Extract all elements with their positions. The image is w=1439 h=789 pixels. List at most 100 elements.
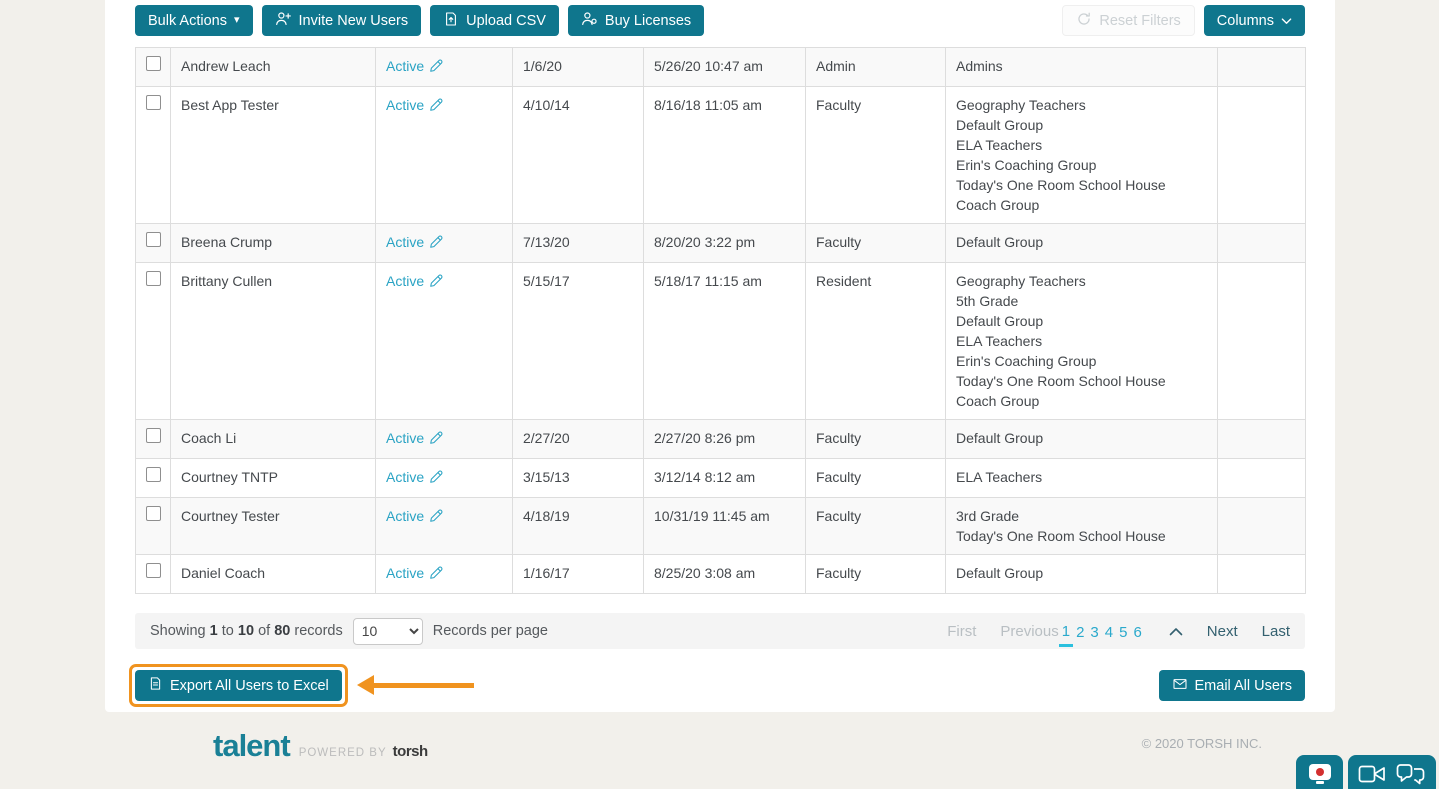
date-joined-cell: 4/18/19 xyxy=(512,497,644,555)
invite-new-users-button[interactable]: Invite New Users xyxy=(261,5,422,36)
buy-licenses-label: Buy Licenses xyxy=(604,12,692,29)
row-checkbox[interactable] xyxy=(146,56,161,71)
date-joined-cell: 1/6/20 xyxy=(512,47,644,87)
last-login-cell: 3/12/14 8:12 am xyxy=(643,458,806,498)
row-checkbox[interactable] xyxy=(146,95,161,110)
group-name: 5th Grade xyxy=(956,293,1019,309)
row-checkbox[interactable] xyxy=(146,428,161,443)
status-active-link[interactable]: Active xyxy=(386,97,425,113)
group-name: Today's One Room School House xyxy=(956,177,1166,193)
groups-cell: Geography Teachers 5th Grade Default Group… xyxy=(945,262,1218,420)
row-select-cell xyxy=(135,554,171,594)
records-per-page-label: Records per page xyxy=(432,623,548,639)
user-name-cell: Daniel Coach xyxy=(170,554,376,594)
edit-status-icon[interactable] xyxy=(429,508,443,528)
row-actions-cell xyxy=(1217,554,1306,594)
status-active-link[interactable]: Active xyxy=(386,430,425,446)
page-next-link[interactable]: Next xyxy=(1206,622,1238,640)
row-checkbox[interactable] xyxy=(146,271,161,286)
copyright-text: © 2020 TORSH INC. xyxy=(1141,736,1262,751)
row-checkbox[interactable] xyxy=(146,467,161,482)
footer: talent POWERED BY torsh © 2020 TORSH INC… xyxy=(0,712,1439,789)
table-row: Coach Li Active 2/27/20 2/27/20 8:26 pm Facu… xyxy=(135,419,1306,459)
reset-filters-label: Reset Filters xyxy=(1099,12,1181,29)
status-active-link[interactable]: Active xyxy=(386,469,425,485)
edit-status-icon[interactable] xyxy=(429,234,443,254)
page-first-link[interactable]: First xyxy=(947,622,977,640)
row-select-cell xyxy=(135,47,171,87)
records-per-page-select[interactable]: 10 xyxy=(352,617,423,645)
edit-status-icon[interactable] xyxy=(429,58,443,78)
video-chat-widget-button[interactable] xyxy=(1348,755,1436,789)
page-link-6[interactable]: 6 xyxy=(1133,624,1142,641)
email-all-users-label: Email All Users xyxy=(1194,677,1293,694)
user-name-cell: Breena Crump xyxy=(170,223,376,263)
page-link-3[interactable]: 3 xyxy=(1090,624,1099,641)
row-checkbox[interactable] xyxy=(146,232,161,247)
edit-status-icon[interactable] xyxy=(429,469,443,489)
page-link-5[interactable]: 5 xyxy=(1119,624,1128,641)
group-name: Coach Group xyxy=(956,197,1040,213)
status-cell: Active xyxy=(375,419,513,459)
status-cell: Active xyxy=(375,223,513,263)
user-name-cell: Brittany Cullen xyxy=(170,262,376,420)
row-actions-cell xyxy=(1217,47,1306,87)
row-checkbox[interactable] xyxy=(146,563,161,578)
edit-status-icon[interactable] xyxy=(429,430,443,450)
row-select-cell xyxy=(135,223,171,263)
groups-cell: Default Group xyxy=(945,419,1218,459)
video-camera-icon xyxy=(1358,764,1386,787)
row-select-cell xyxy=(135,262,171,420)
edit-status-icon[interactable] xyxy=(429,565,443,585)
last-login-cell: 8/16/18 11:05 am xyxy=(643,86,806,224)
chevron-up-icon[interactable] xyxy=(1169,627,1183,636)
screen-record-widget-button[interactable] xyxy=(1296,755,1343,789)
last-login-cell: 8/25/20 3:08 am xyxy=(643,554,806,594)
page-last-link[interactable]: Last xyxy=(1261,622,1290,640)
status-cell: Active xyxy=(375,86,513,224)
talent-logo: talent xyxy=(213,728,291,763)
table-row: Courtney TNTP Active 3/15/13 3/12/14 8:12 a… xyxy=(135,458,1306,498)
page-link-2[interactable]: 2 xyxy=(1076,624,1085,641)
status-active-link[interactable]: Active xyxy=(386,58,425,74)
table-row: Breena Crump Active 7/13/20 8/20/20 3:22 pm… xyxy=(135,223,1306,263)
row-checkbox[interactable] xyxy=(146,506,161,521)
group-name: ELA Teachers xyxy=(956,333,1043,349)
columns-button[interactable]: Columns xyxy=(1203,5,1305,36)
bulk-actions-label: Bulk Actions xyxy=(148,12,227,29)
annotation-arrow xyxy=(356,675,474,695)
page-link-1[interactable]: 1 xyxy=(1058,616,1074,647)
edit-status-icon[interactable] xyxy=(429,273,443,293)
date-joined-cell: 5/15/17 xyxy=(512,262,644,420)
role-cell: Resident xyxy=(805,262,946,420)
group-name: 3rd Grade xyxy=(956,508,1020,524)
edit-status-icon[interactable] xyxy=(429,97,443,117)
showing-text: Showing 1 to 10 of 80 records xyxy=(150,623,343,639)
annotation-highlight-box: Export All Users to Excel xyxy=(129,664,348,707)
status-active-link[interactable]: Active xyxy=(386,234,425,250)
refresh-icon xyxy=(1076,11,1092,31)
user-name-cell: Andrew Leach xyxy=(170,47,376,87)
chevron-down-icon xyxy=(1281,13,1292,29)
group-name: ELA Teachers xyxy=(956,469,1043,485)
date-joined-cell: 2/27/20 xyxy=(512,419,644,459)
group-name: Default Group xyxy=(956,565,1044,581)
email-all-users-button[interactable]: Email All Users xyxy=(1158,670,1305,701)
row-actions-cell xyxy=(1217,419,1306,459)
group-name: Default Group xyxy=(956,234,1044,250)
role-cell: Faculty xyxy=(805,223,946,263)
upload-csv-button[interactable]: Upload CSV xyxy=(430,5,559,36)
file-icon xyxy=(148,676,163,695)
status-active-link[interactable]: Active xyxy=(386,273,425,289)
reset-filters-button[interactable]: Reset Filters xyxy=(1062,5,1195,36)
buy-licenses-button[interactable]: Buy Licenses xyxy=(567,5,705,36)
export-all-users-button[interactable]: Export All Users to Excel xyxy=(135,670,342,701)
status-active-link[interactable]: Active xyxy=(386,565,425,581)
status-active-link[interactable]: Active xyxy=(386,508,425,524)
file-upload-icon xyxy=(443,11,459,31)
status-cell: Active xyxy=(375,47,513,87)
page-previous-link[interactable]: Previous xyxy=(1000,622,1059,640)
row-actions-cell xyxy=(1217,497,1306,555)
page-link-4[interactable]: 4 xyxy=(1104,624,1114,641)
bulk-actions-button[interactable]: Bulk Actions ▾ xyxy=(135,5,253,36)
